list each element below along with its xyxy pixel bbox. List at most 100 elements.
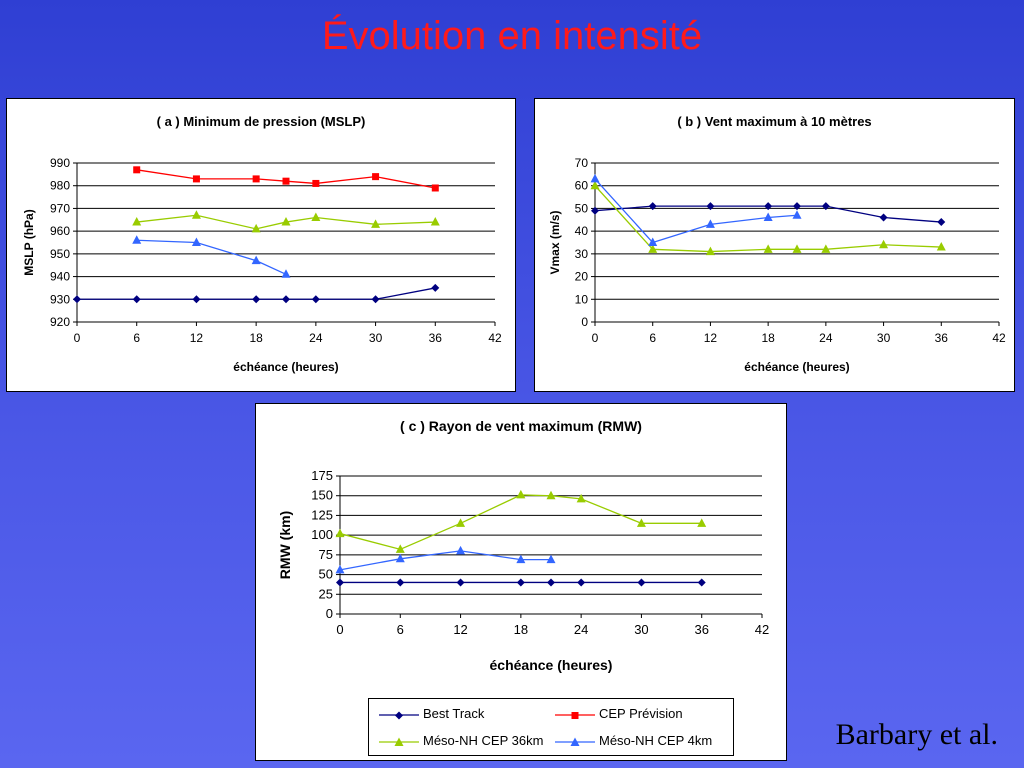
data-point bbox=[456, 578, 465, 587]
x-tick-label: 36 bbox=[935, 331, 949, 345]
y-tick-label: 50 bbox=[575, 201, 589, 215]
series-m-so-nh-cep-36km bbox=[590, 180, 946, 256]
data-point bbox=[282, 295, 290, 304]
data-point bbox=[335, 528, 345, 538]
legend-swatch bbox=[379, 737, 419, 746]
series-line bbox=[594, 205, 942, 223]
data-point bbox=[191, 210, 201, 219]
y-tick-label: 990 bbox=[50, 156, 70, 170]
x-tick-label: 24 bbox=[574, 622, 588, 637]
legend-label: CEP Prévision bbox=[599, 706, 683, 721]
series-cep-pr-vision bbox=[133, 166, 439, 192]
data-point bbox=[252, 295, 261, 304]
data-point bbox=[705, 246, 715, 256]
series-best-track bbox=[73, 283, 440, 304]
data-point bbox=[648, 244, 658, 253]
data-point bbox=[516, 578, 525, 587]
data-point bbox=[763, 212, 773, 222]
series-m-so-nh-cep-4km bbox=[335, 545, 556, 574]
x-tick-label: 42 bbox=[755, 622, 769, 637]
data-point bbox=[763, 244, 773, 253]
x-tick-label: 36 bbox=[694, 622, 708, 637]
x-tick-label: 12 bbox=[190, 331, 204, 345]
legend-swatch bbox=[379, 711, 419, 720]
data-point bbox=[132, 295, 141, 304]
legend-label: Méso-NH CEP 4km bbox=[599, 733, 713, 748]
data-point bbox=[879, 239, 889, 249]
data-point bbox=[706, 202, 715, 211]
x-tick-label: 6 bbox=[133, 331, 140, 345]
data-point bbox=[251, 223, 261, 233]
chart-panel-mslp: ( a ) Minimum de pression (MSLP) 920 930 94… bbox=[6, 98, 516, 392]
chart-rmw: ( c ) Rayon de vent maximum (RMW) 0 25 50 75… bbox=[277, 418, 769, 673]
legend-item: Méso-NH CEP 36km bbox=[379, 732, 543, 750]
y-tick-label: 20 bbox=[575, 270, 589, 284]
y-axis-label: MSLP (hPa) bbox=[22, 209, 36, 275]
data-point bbox=[516, 554, 526, 564]
data-point bbox=[637, 578, 646, 587]
x-tick-label: 12 bbox=[704, 331, 718, 345]
y-tick-label: 940 bbox=[50, 270, 70, 284]
data-point bbox=[312, 179, 320, 187]
data-point bbox=[371, 219, 381, 228]
data-point bbox=[705, 219, 715, 228]
data-point bbox=[792, 210, 802, 219]
chart-legend: Best Track CEP Prévision Méso-NH CEP 36km M… bbox=[368, 698, 734, 756]
data-point bbox=[547, 578, 555, 587]
y-tick-label: 10 bbox=[575, 292, 589, 306]
y-tick-label: 50 bbox=[319, 567, 333, 582]
x-tick-label: 6 bbox=[649, 331, 656, 345]
x-tick-label: 42 bbox=[488, 331, 502, 345]
y-tick-label: 930 bbox=[50, 292, 70, 306]
data-point bbox=[821, 202, 830, 211]
data-point bbox=[431, 184, 439, 192]
data-point bbox=[132, 235, 142, 244]
data-point bbox=[697, 578, 706, 587]
x-axis-label: échéance (heures) bbox=[233, 360, 338, 374]
series-best-track bbox=[336, 578, 706, 587]
legend-marker bbox=[394, 737, 404, 746]
chart-panel-rmw: ( c ) Rayon de vent maximum (RMW) 0 25 50 75… bbox=[255, 403, 787, 761]
y-tick-label: 30 bbox=[575, 247, 589, 261]
data-point bbox=[396, 578, 405, 587]
data-point bbox=[281, 217, 291, 226]
x-tick-label: 30 bbox=[877, 331, 891, 345]
x-axis-label: échéance (heures) bbox=[490, 657, 613, 673]
legend-marker bbox=[571, 711, 579, 719]
slide-title: Évolution en intensité bbox=[321, 14, 703, 58]
data-point bbox=[936, 242, 946, 251]
data-point bbox=[395, 553, 405, 563]
data-point bbox=[546, 490, 556, 500]
data-point bbox=[282, 177, 290, 185]
x-tick-label: 18 bbox=[249, 331, 263, 345]
chart-title: ( a ) Minimum de pression (MSLP) bbox=[157, 114, 366, 129]
legend-swatch bbox=[555, 737, 595, 746]
chart-panel-vmax: ( b ) Vent maximum à 10 mètres 0 10 20 30 40 5… bbox=[534, 98, 1015, 392]
data-point bbox=[821, 244, 831, 253]
legend-swatch bbox=[555, 711, 595, 719]
legend-item: Best Track bbox=[379, 705, 484, 723]
data-point bbox=[697, 518, 707, 527]
legend-item: CEP Prévision bbox=[555, 705, 683, 723]
series-m-so-nh-cep-4km bbox=[590, 173, 802, 246]
y-tick-label: 970 bbox=[50, 201, 70, 215]
series-m-so-nh-cep-36km bbox=[335, 489, 707, 553]
data-point bbox=[281, 269, 291, 278]
chart-title: ( c ) Rayon de vent maximum (RMW) bbox=[400, 418, 642, 434]
y-tick-label: 920 bbox=[50, 315, 70, 329]
data-point bbox=[879, 213, 888, 222]
series-m-so-nh-cep-4km bbox=[132, 235, 291, 278]
series-line bbox=[339, 494, 702, 551]
attribution: Barbary et al. bbox=[835, 718, 998, 751]
x-axis-label: échéance (heures) bbox=[744, 360, 849, 374]
data-point bbox=[252, 175, 260, 183]
series-line bbox=[77, 287, 436, 300]
data-point bbox=[937, 218, 946, 227]
data-point bbox=[456, 545, 466, 555]
data-point bbox=[591, 206, 599, 215]
data-point bbox=[133, 166, 141, 174]
data-point bbox=[456, 518, 466, 527]
y-tick-label: 25 bbox=[319, 586, 333, 601]
data-point bbox=[590, 180, 600, 190]
x-tick-label: 0 bbox=[336, 622, 343, 637]
